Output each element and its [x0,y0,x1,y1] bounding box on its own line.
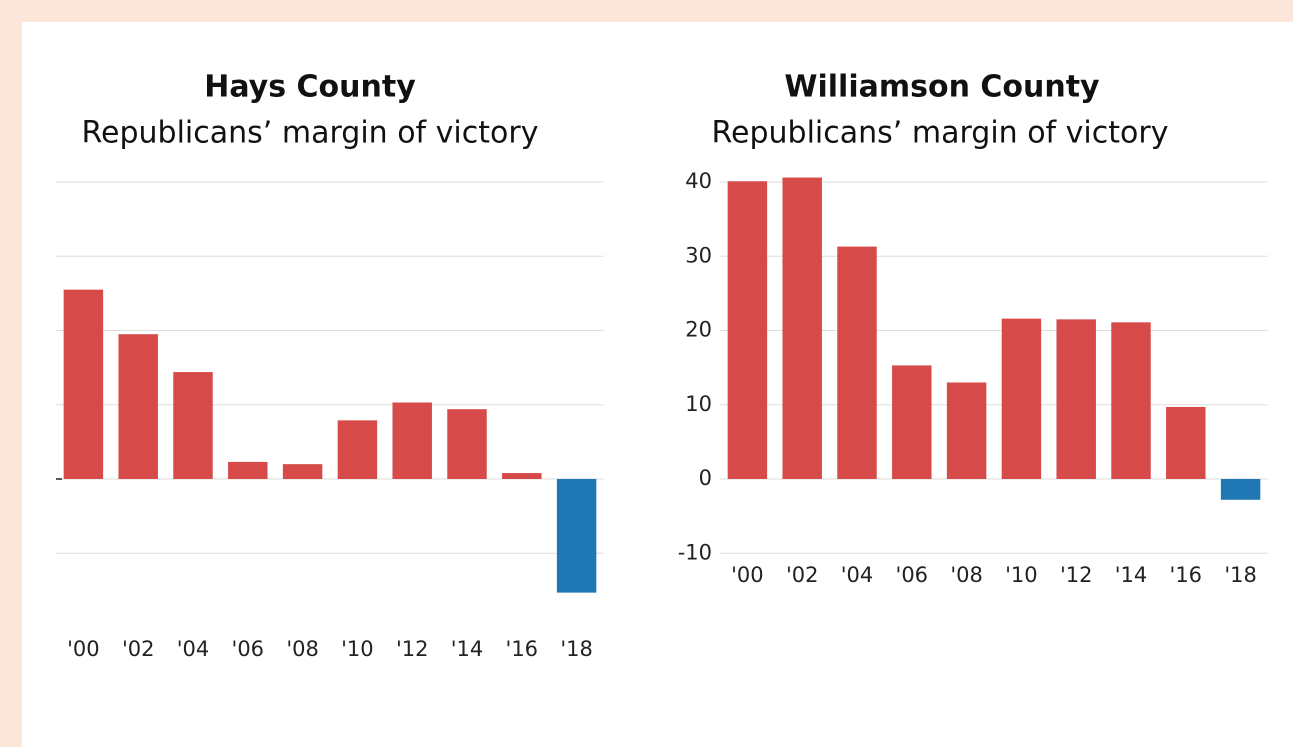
bar [1001,318,1042,479]
y-tick-label: 0 [699,466,712,490]
y-tick-label: 30 [685,243,712,267]
x-tick-label: '00 [67,637,100,661]
bar [447,409,487,479]
bar [392,402,432,479]
x-tick-label: '08 [286,637,319,661]
x-tick-label: '12 [1060,563,1093,587]
bar [118,334,158,479]
x-tick-label: '02 [786,563,819,587]
x-tick-label: '10 [1005,563,1038,587]
y-tick-label: 10 [685,392,712,416]
x-tick-label: '16 [506,637,539,661]
bar [892,365,932,479]
bar [337,420,378,479]
x-tick-label: '04 [841,563,874,587]
x-tick-label: '06 [232,637,265,661]
bar [946,382,987,479]
x-tick-label: '16 [1170,563,1203,587]
x-tick-label: '02 [122,637,155,661]
bar [1220,479,1261,500]
bar [228,461,268,479]
y-tick-label: 40 [685,169,712,193]
x-tick-label: '18 [560,637,593,661]
x-tick-label: '00 [731,563,764,587]
x-tick-label: '14 [451,637,484,661]
bar [556,479,597,593]
bar [837,246,877,479]
chart-subtitle: Republicans’ margin of victory [712,116,1169,151]
x-tick-label: '14 [1115,563,1148,587]
bar [173,372,213,479]
x-tick-label: '12 [396,637,429,661]
x-tick-label: '10 [341,637,374,661]
x-tick-label: '18 [1224,563,1257,587]
x-tick-label: '06 [896,563,929,587]
y-tick-label: -10 [678,540,712,564]
bar [1111,322,1151,479]
bar [727,181,768,479]
chart-title: Hays County [204,70,416,105]
bar [282,464,323,479]
bar [1056,319,1096,479]
x-tick-label: '04 [177,637,210,661]
chart-subtitle: Republicans’ margin of victory [82,116,539,151]
x-tick-label: '08 [950,563,983,587]
bar [782,177,822,480]
bar [63,289,104,479]
y-tick-label: 20 [685,318,712,342]
bar [502,473,542,479]
chart-title: Williamson County [784,70,1100,105]
bar [1166,406,1206,479]
